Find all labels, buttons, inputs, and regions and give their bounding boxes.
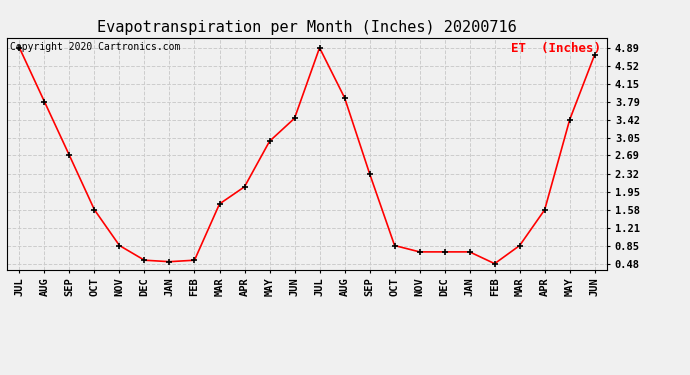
Title: Evapotranspiration per Month (Inches) 20200716: Evapotranspiration per Month (Inches) 20… bbox=[97, 20, 517, 35]
Text: ET  (Inches): ET (Inches) bbox=[511, 42, 601, 55]
Text: Copyright 2020 Cartronics.com: Copyright 2020 Cartronics.com bbox=[10, 42, 180, 52]
